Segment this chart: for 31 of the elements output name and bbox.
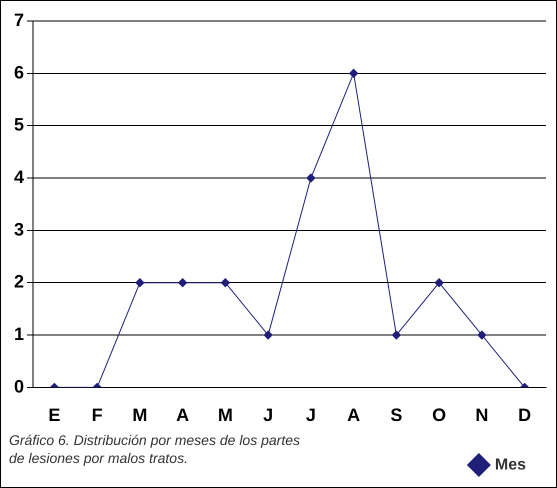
point: [349, 68, 358, 78]
y-tick-label: 2: [14, 272, 24, 292]
x-tick-label: D: [518, 405, 532, 426]
x-tick-label: N: [475, 405, 488, 426]
x-tick-label: F: [92, 405, 103, 426]
point: [135, 278, 144, 288]
x-tick-label: A: [347, 405, 360, 426]
y-tick-label: 5: [14, 114, 24, 135]
y-tick-label: 7: [14, 10, 24, 30]
y-tick-label: 4: [14, 166, 24, 187]
x-tick-label: S: [390, 405, 402, 426]
point: [434, 278, 444, 288]
x-tick-label: J: [263, 405, 274, 426]
y-tick-label: 3: [14, 219, 24, 240]
x-tick-label: J: [306, 405, 316, 426]
point: [264, 330, 273, 340]
text: Gráfico 6. Distribución por meses de los partes de lesiones por malos tratos.: [9, 431, 302, 467]
x-tick-label: E: [48, 405, 60, 426]
x-tick-label: O: [432, 405, 446, 426]
point: [477, 330, 486, 340]
point: [220, 278, 230, 288]
point: [306, 174, 316, 183]
y-tick-label: 0: [14, 376, 24, 396]
x-tick-label: M: [218, 405, 233, 426]
legend-label: Mes: [494, 456, 526, 474]
x-tick-label: M: [132, 405, 148, 426]
point: [392, 330, 401, 340]
y-tick-label: 1: [14, 324, 24, 344]
point: [178, 278, 188, 288]
x-tick-label: A: [176, 405, 190, 426]
y-tick-label: 6: [14, 62, 24, 82]
